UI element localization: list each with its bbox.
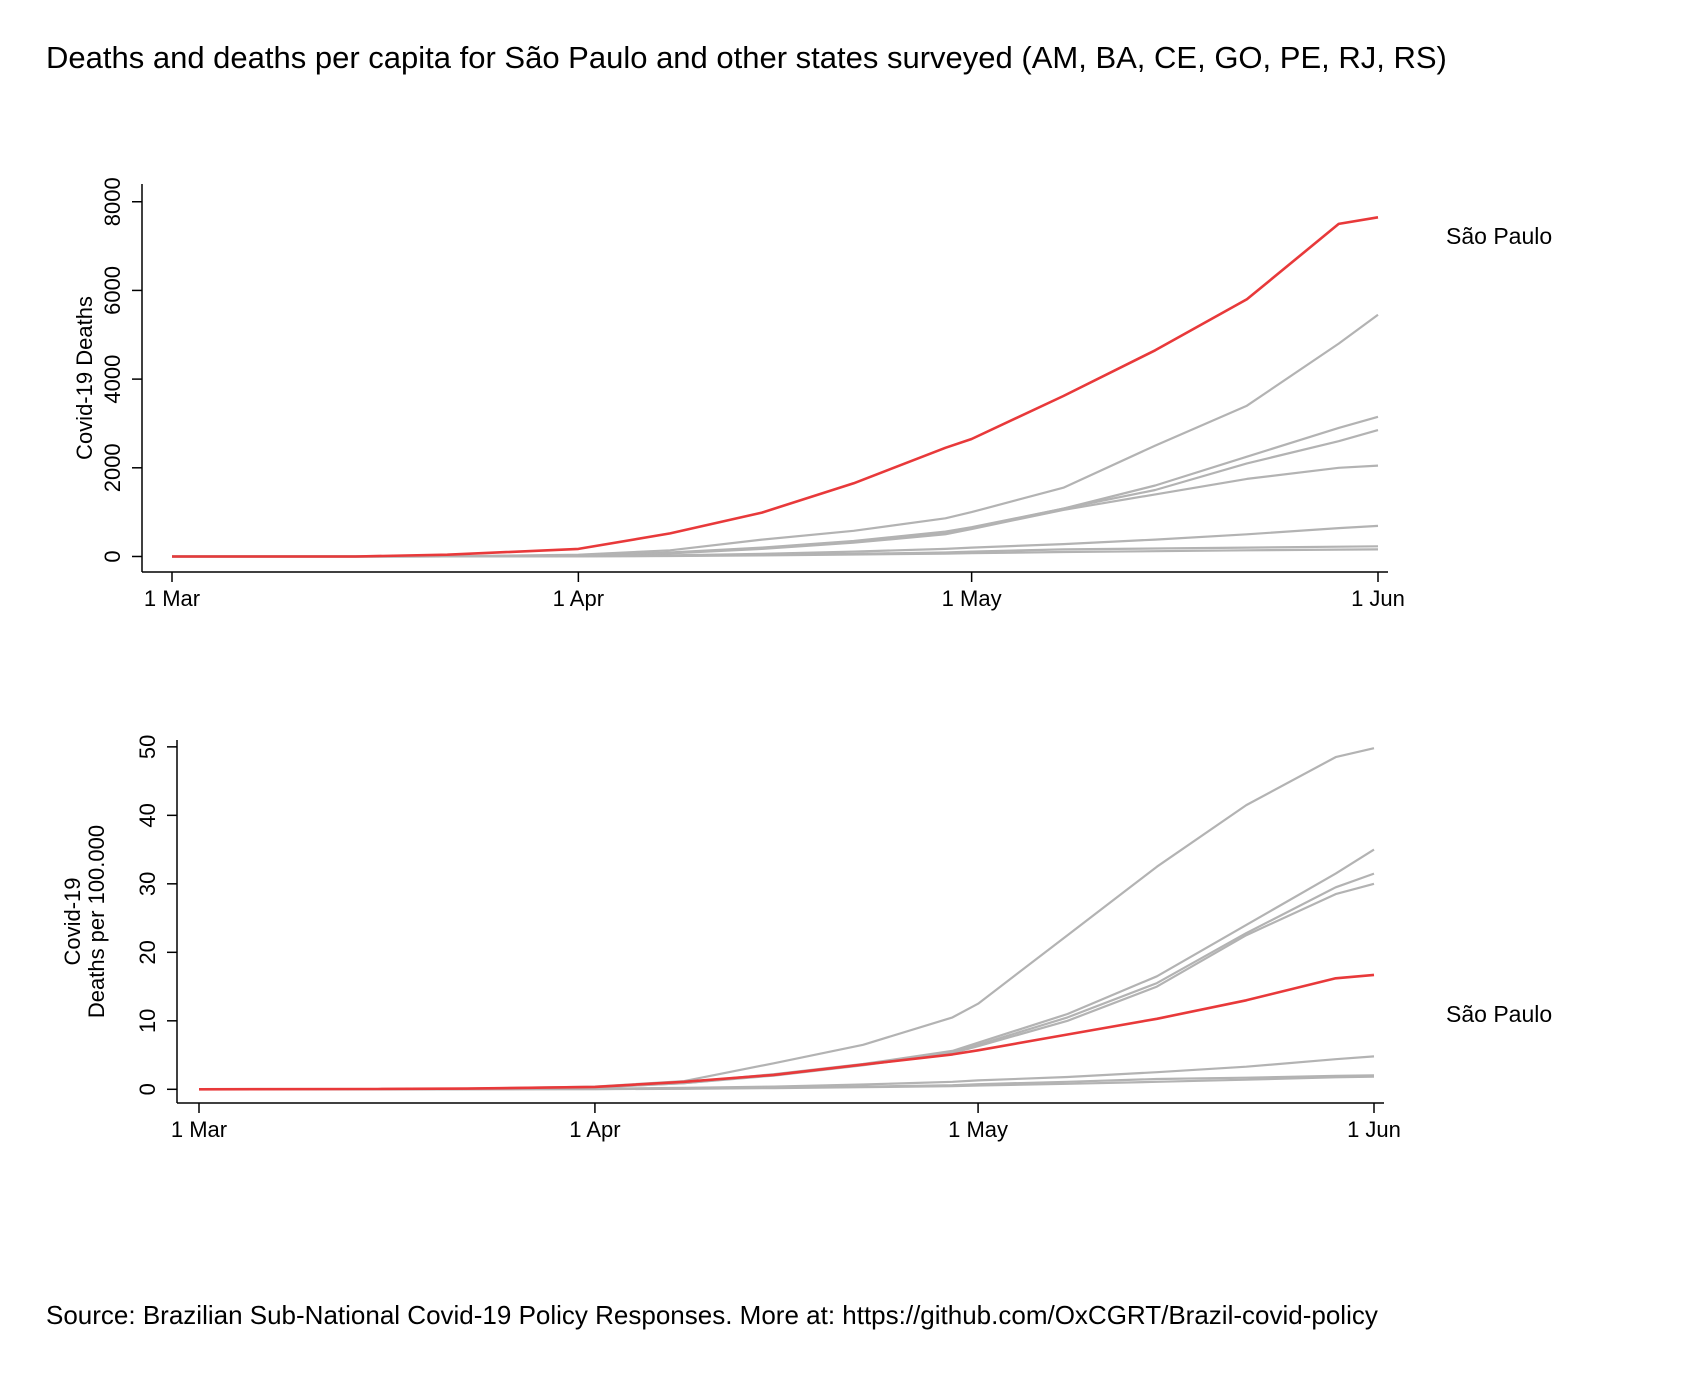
y-tick-label: 2000 bbox=[100, 443, 125, 492]
x-tick-label: 1 Apr bbox=[553, 586, 604, 611]
x-tick-label: 1 Apr bbox=[569, 1117, 620, 1142]
x-tick-label: 1 May bbox=[948, 1117, 1008, 1142]
y-tick-label: 20 bbox=[135, 940, 160, 964]
figure-title: Deaths and deaths per capita for São Pau… bbox=[46, 40, 1447, 75]
x-tick-label: 1 Jun bbox=[1347, 1117, 1401, 1142]
sao-paulo-line bbox=[198, 973, 1375, 1091]
y-tick-label: 8000 bbox=[100, 177, 125, 226]
deaths-chart: 0 2000 4000 6000 8000 1 Mar 1 Apr 1 May 1 Jun Cov… bbox=[72, 177, 1552, 611]
y-tick-label: 0 bbox=[100, 550, 125, 562]
y-tick-label: 10 bbox=[135, 1009, 160, 1033]
sao-paulo-line bbox=[172, 216, 1379, 558]
other-state-line bbox=[198, 882, 1375, 1091]
x-tick-label: 1 Mar bbox=[144, 586, 200, 611]
other-state-line bbox=[198, 848, 1375, 1091]
x-tick-label: 1 Jun bbox=[1351, 586, 1405, 611]
y-tick-label: 40 bbox=[135, 803, 160, 827]
y-axis-title: Covid-19 Deaths bbox=[72, 296, 97, 460]
y-tick-label: 0 bbox=[135, 1083, 160, 1095]
other-state-line bbox=[172, 464, 1379, 558]
y-tick-label: 30 bbox=[135, 872, 160, 896]
sao-paulo-label: São Paulo bbox=[1446, 223, 1552, 249]
y-tick-label: 6000 bbox=[100, 266, 125, 315]
sao-paulo-label: São Paulo bbox=[1446, 1001, 1552, 1027]
other-state-line bbox=[198, 747, 1375, 1091]
other-state-line bbox=[172, 524, 1379, 558]
x-tick-label: 1 May bbox=[942, 586, 1002, 611]
x-tick-label: 1 Mar bbox=[171, 1117, 227, 1142]
y-tick-label: 4000 bbox=[100, 355, 125, 404]
other-state-line bbox=[172, 313, 1379, 558]
other-state-line bbox=[172, 548, 1379, 558]
other-state-line bbox=[198, 872, 1375, 1091]
source-note: Source: Brazilian Sub-National Covid-19 … bbox=[46, 1300, 1378, 1330]
y-axis-title: Deaths per 100.000 bbox=[84, 825, 109, 1018]
y-tick-label: 50 bbox=[135, 735, 160, 759]
y-axis-title: Covid-19 bbox=[60, 877, 85, 965]
deaths-per-capita-chart: 0 10 20 30 40 50 1 Mar 1 Apr 1 May 1 Jun Covid-19 D… bbox=[60, 735, 1552, 1142]
